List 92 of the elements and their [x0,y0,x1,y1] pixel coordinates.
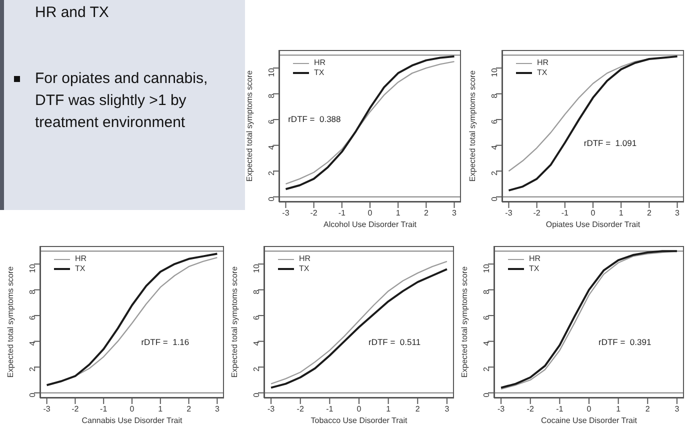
x-tick-label: -1 [561,208,570,218]
y-tick-label: 0 [266,196,276,202]
x-tick-label: -1 [556,404,564,414]
y-tick-label: 4 [482,340,491,346]
x-tick-label: 2 [645,404,650,414]
annotation: rDTF = 0.511 [368,337,421,348]
y-tick-label: 10 [252,263,261,273]
x-tick-label: -1 [100,404,108,414]
legend-label: TX [537,68,548,78]
x-tick-label: 0 [368,208,373,218]
y-tick-label: 6 [490,119,499,124]
y-tick-label: 8 [252,289,261,294]
x-tick-label: -3 [497,404,506,414]
x-tick-label: 1 [616,404,622,414]
x-tick-label: 1 [158,404,164,414]
legend-label: TX [529,264,540,274]
y-tick-label: 8 [28,289,37,294]
text: For opiates and cannabis, DTF was slightly >1 by treatment environment [35,69,209,133]
x-tick-label: 1 [618,208,624,218]
y-tick-label: 2 [266,170,276,176]
x-tick-label: -1 [326,404,334,414]
x-tick-label: 2 [186,404,192,414]
x-tick-label: 2 [646,208,652,218]
legend-label: HR [529,254,541,264]
y-tick-label: 10 [266,67,276,77]
x-tick-label: -2 [296,404,304,414]
x-tick-label: 0 [586,404,592,414]
x-axis-title: Opiates Use Disorder Trait [544,220,642,230]
legend-label: HR [299,254,311,264]
x-axis-title: Alcohol Use Disorder Trait [322,220,418,230]
y-tick-label: 8 [266,93,276,98]
legend-label: HR [314,58,326,68]
y-tick-label: 8 [482,289,491,294]
legend-label: TX [314,68,324,78]
y-tick-label: 10 [482,263,491,273]
x-tick-label: 0 [130,404,135,414]
legend-label: TX [75,264,86,274]
y-tick-label: 2 [482,366,491,372]
legend-label: HR [537,58,549,68]
y-axis-title: Expected total symptoms score [244,70,254,182]
x-tick-label: -3 [505,208,513,218]
x-tick-label: 2 [424,208,429,218]
x-axis-title: Tobacco Use Disorder Trait [310,416,408,426]
x-axis-title: Cocaine Use Disorder Trait [540,416,638,426]
x-tick-label: -3 [43,404,51,414]
y-tick-label: 4 [490,144,499,150]
annotation: rDTF = 1.16 [141,337,190,348]
y-tick-label: 2 [252,366,261,372]
x-tick-label: -2 [526,404,534,414]
y-tick-label: 10 [28,263,37,273]
x-tick-label: -3 [267,404,276,414]
annotation: rDTF = 0.388 [288,114,341,124]
y-tick-label: 6 [482,315,491,320]
y-tick-label: 2 [490,170,499,176]
legend-label: HR [75,254,87,264]
y-tick-label: 0 [252,392,261,398]
x-tick-label: -2 [310,208,318,218]
y-axis-title: Expected total symptoms score [6,266,15,378]
y-axis-title: Expected total symptoms score [460,266,469,378]
x-tick-label: -2 [72,404,80,414]
x-tick-label: 3 [674,404,680,414]
annotation: rDTF = 1.091 [584,138,637,148]
y-tick-label: 4 [28,340,37,346]
x-tick-label: 3 [675,208,680,218]
y-tick-label: 4 [252,340,261,346]
annotation: rDTF = 0.391 [598,337,652,348]
y-tick-label: 0 [490,196,499,202]
y-tick-label: 6 [28,315,37,320]
x-tick-label: 3 [214,404,220,414]
y-axis-title: Expected total symptoms score [468,70,477,182]
y-tick-label: 6 [252,315,261,320]
x-tick-label: 3 [452,208,458,218]
x-tick-label: 3 [444,404,450,414]
y-tick-label: 10 [490,67,499,77]
x-tick-label: 2 [415,404,420,414]
x-tick-label: -1 [338,208,346,218]
y-tick-label: 2 [28,366,37,372]
y-axis-title: Expected total symptoms score [230,266,239,378]
y-tick-label: 8 [490,93,499,98]
text: HR and TX [35,3,109,23]
x-axis-title: Cannabis Use Disorder Trait [80,416,184,426]
y-tick-label: 0 [482,392,491,398]
y-tick-label: 0 [28,392,37,398]
x-tick-label: 0 [590,208,596,218]
x-tick-label: 1 [396,208,401,218]
x-tick-label: 0 [356,404,362,414]
y-tick-label: 4 [266,144,276,150]
y-tick-label: 6 [266,119,276,124]
x-tick-label: -2 [533,208,541,218]
legend-label: TX [299,264,310,274]
x-tick-label: 1 [386,404,392,414]
x-tick-label: -3 [282,208,290,218]
